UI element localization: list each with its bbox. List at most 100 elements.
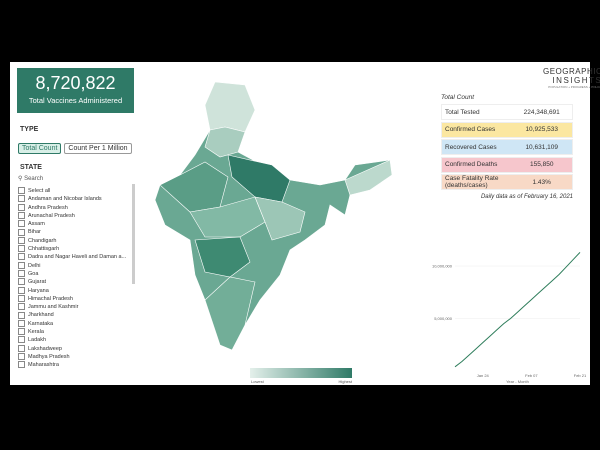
- logo-line1: GEOGRAPHIC: [543, 67, 600, 76]
- checkbox: [18, 328, 25, 336]
- stats-row: Confirmed Cases 10,925,533: [441, 121, 573, 138]
- type-button[interactable]: Count Per 1 Million: [64, 143, 132, 154]
- stats-row: Recovered Cases 10,631,109: [441, 139, 573, 155]
- state-label: Goa: [28, 270, 39, 277]
- stats-value: 10,925,533: [525, 126, 558, 133]
- state-label: Bihar: [28, 229, 41, 236]
- trend-line: [454, 252, 581, 368]
- state-label: Gujarat: [28, 279, 47, 286]
- checkbox: [18, 211, 25, 219]
- type-title: TYPE: [20, 126, 39, 133]
- state-item[interactable]: Delhi: [18, 261, 136, 270]
- logo: GEOGRAPHIC INSIGHTS POPULATION + PROGRES…: [543, 67, 600, 89]
- checkbox: [18, 195, 25, 203]
- stats-label: Total Tested: [445, 108, 480, 116]
- checkbox: [18, 253, 25, 261]
- checkbox: [18, 319, 25, 327]
- checkbox: [18, 187, 25, 195]
- state-item[interactable]: Andhra Pradesh: [18, 203, 136, 212]
- type-button[interactable]: Total Count: [18, 143, 62, 154]
- scrollbar: [132, 184, 135, 284]
- stats-value: 155,850: [529, 161, 554, 168]
- map-region: [204, 126, 246, 158]
- state-label: Himachal Pradesh: [28, 295, 73, 302]
- type-buttons: Total Count Count Per 1 Million: [18, 137, 135, 155]
- stats-rows: Total Tested 224,348,691 Confirmed Cases 10…: [441, 104, 573, 190]
- checkbox: [18, 203, 25, 211]
- state-label: Jammu and Kashmir: [28, 304, 79, 311]
- state-item[interactable]: Lakshadweep: [18, 344, 136, 353]
- stats-value: 1.43%: [532, 178, 551, 186]
- state-item[interactable]: Dadra and Nagar Haveli and Daman a...: [18, 253, 136, 261]
- state-item[interactable]: Himachal Pradesh: [18, 294, 136, 303]
- state-label: Lakshadweep: [28, 345, 62, 352]
- state-item[interactable]: Jammu and Kashmir: [18, 303, 136, 311]
- state-item[interactable]: Ladakh: [18, 336, 136, 344]
- state-item[interactable]: Karnataka: [18, 319, 136, 328]
- legend-bar: [250, 368, 352, 378]
- checkbox: [18, 344, 25, 352]
- state-item[interactable]: Goa: [18, 270, 136, 278]
- state-label: Ladakh: [28, 337, 47, 344]
- state-item[interactable]: Chandigarh: [18, 236, 136, 245]
- state-item[interactable]: Arunachal Pradesh: [18, 211, 136, 220]
- y-tick-label: 10,000,000: [432, 264, 453, 269]
- trend-chart: 5,000,000 10,000,000 Jan 24 Feb 07 Feb 21 Yea…: [432, 252, 587, 384]
- stats-label: Confirmed Deaths: [445, 161, 498, 168]
- state-label: Arunachal Pradesh: [28, 212, 75, 219]
- state-label: Haryana: [28, 287, 49, 294]
- x-tick-label: Feb 07: [525, 373, 538, 378]
- map-region: [204, 81, 256, 133]
- state-item[interactable]: Haryana: [18, 286, 136, 295]
- state-item[interactable]: Maharashtra: [18, 361, 136, 369]
- logo-line2: INSIGHTS: [552, 76, 600, 85]
- state-label: Andhra Pradesh: [28, 204, 68, 211]
- checkbox: [18, 236, 25, 244]
- checkbox: [18, 361, 25, 369]
- state-item[interactable]: Select all: [18, 187, 136, 195]
- checkbox: [18, 294, 25, 302]
- state-item[interactable]: Gujarat: [18, 278, 136, 286]
- state-label: Dadra and Nagar Haveli and Daman a...: [28, 254, 127, 261]
- india-map: [154, 81, 393, 351]
- map-region: [194, 236, 251, 278]
- state-item[interactable]: Madhya Pradesh: [18, 352, 136, 361]
- state-label: Kerala: [28, 329, 44, 336]
- stats-label: Confirmed Cases: [445, 126, 496, 133]
- legend-high: Highest: [338, 379, 352, 384]
- state-item[interactable]: Jharkhand: [18, 311, 136, 319]
- state-label: Assam: [28, 221, 45, 228]
- state-label: Maharashtra: [28, 362, 59, 369]
- checkbox: [18, 352, 25, 360]
- checkbox: [18, 270, 25, 278]
- state-item[interactable]: Andaman and Nicobar Islands: [18, 195, 136, 203]
- vaccine-count: 8,720,822: [35, 73, 116, 93]
- state-label: Karnataka: [28, 320, 54, 327]
- stats-title: Total Count: [441, 94, 475, 101]
- state-item[interactable]: Bihar: [18, 228, 136, 236]
- checkbox: [18, 303, 25, 311]
- state-item[interactable]: Assam: [18, 220, 136, 228]
- state-item[interactable]: Kerala: [18, 328, 136, 336]
- state-label: Andaman and Nicobar Islands: [28, 196, 102, 203]
- vaccine-label: Total Vaccines Administered: [28, 96, 123, 105]
- stats-label: Recovered Cases: [445, 143, 497, 151]
- x-axis-label: Year - Month: [506, 379, 529, 384]
- stats-label: Case Fatality Rate (deaths/cases): [445, 175, 499, 189]
- map-region: [204, 276, 256, 351]
- state-title: STATE: [20, 164, 42, 171]
- graphics: Lowest Highest 5,000,000 10,000,000 Jan 24…: [154, 81, 587, 384]
- y-tick-label: 5,000,000: [434, 316, 453, 321]
- date-value: February 16, 2021: [523, 194, 573, 200]
- checkbox: [18, 278, 25, 286]
- date-note: Daily data as of February 16, 2021: [441, 194, 573, 200]
- state-item[interactable]: Chhattisgarh: [18, 245, 136, 253]
- stats-row: Confirmed Deaths 155,850: [441, 156, 573, 173]
- checkbox: [18, 228, 25, 236]
- checkbox: [18, 336, 25, 344]
- state-label: Delhi: [28, 262, 41, 269]
- stats-value: 10,631,109: [525, 143, 558, 151]
- x-tick-label: Jan 24: [477, 373, 490, 378]
- legend-low: Lowest: [251, 379, 265, 384]
- search-box[interactable]: ⚲ Search: [18, 176, 44, 182]
